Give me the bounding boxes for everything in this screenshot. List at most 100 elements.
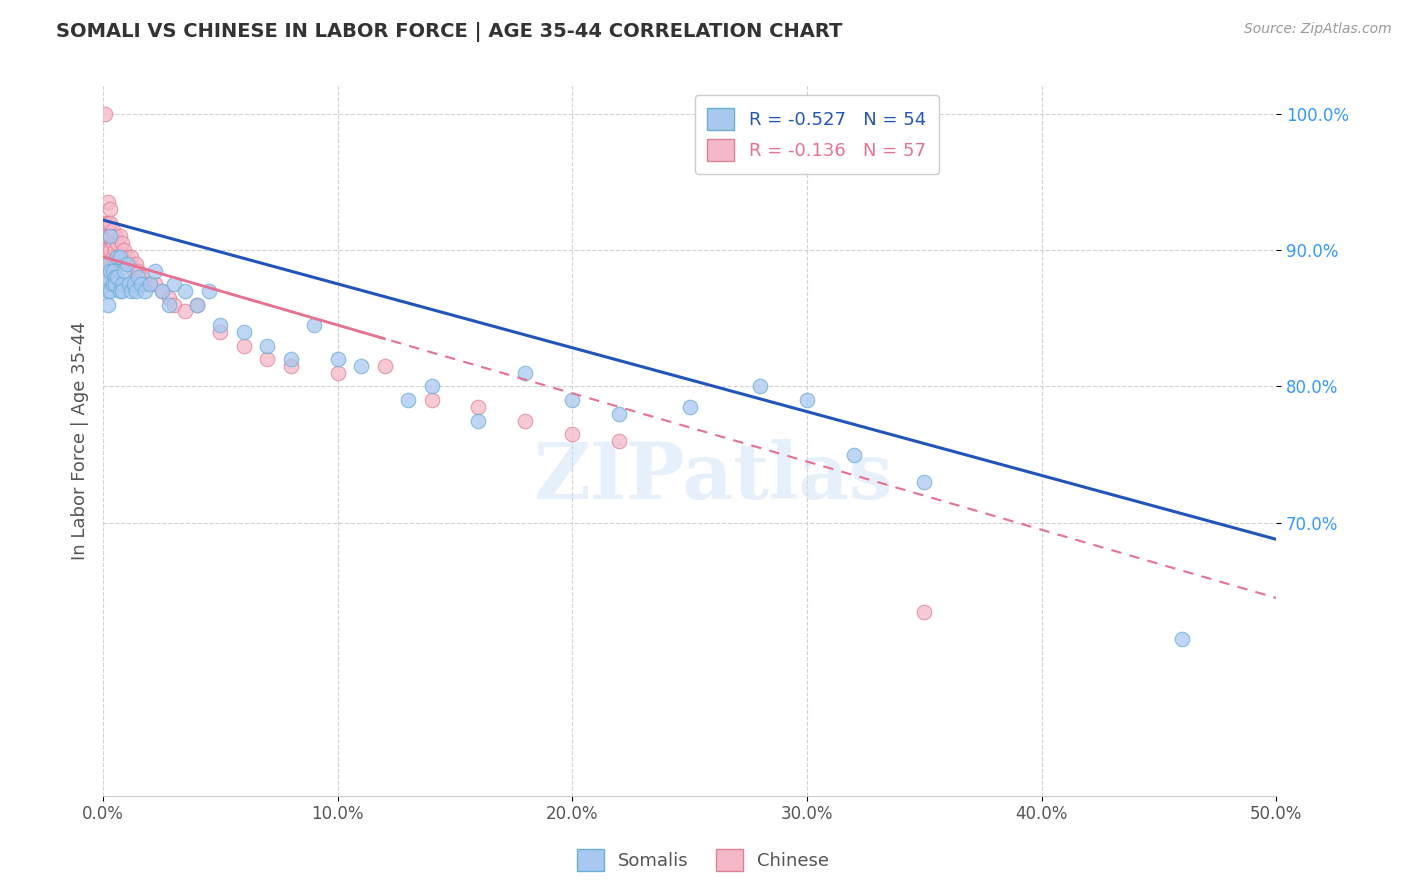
Point [326, 366, 349, 380]
Point [97, 270, 120, 285]
Point [104, 270, 127, 285]
Point [912, 605, 935, 619]
Point [120, 250, 142, 264]
Point [104, 229, 127, 244]
Point [94, 216, 117, 230]
Point [104, 257, 127, 271]
Point [139, 277, 162, 292]
Point [98, 284, 121, 298]
Point [842, 448, 865, 462]
Point [115, 250, 138, 264]
Point [101, 263, 124, 277]
Point [256, 352, 278, 367]
Point [111, 236, 134, 251]
Point [112, 263, 135, 277]
Point [304, 318, 326, 332]
Point [209, 325, 232, 339]
Point [101, 222, 124, 236]
Point [97, 195, 120, 210]
Point [112, 243, 135, 257]
Point [134, 277, 156, 292]
Point [108, 250, 131, 264]
Point [186, 298, 208, 312]
Point [157, 298, 180, 312]
Point [796, 393, 818, 408]
Text: SOMALI VS CHINESE IN LABOR FORCE | AGE 35-44 CORRELATION CHART: SOMALI VS CHINESE IN LABOR FORCE | AGE 3… [56, 22, 842, 42]
Point [104, 243, 127, 257]
Point [129, 277, 152, 292]
Point [326, 352, 349, 367]
Point [232, 338, 254, 352]
Point [108, 284, 131, 298]
Point [98, 243, 121, 257]
Point [280, 352, 302, 367]
Point [97, 257, 120, 271]
Point [98, 216, 121, 230]
Point [561, 427, 583, 442]
Point [678, 400, 700, 414]
Point [280, 359, 302, 373]
Text: ZIPatlas: ZIPatlas [533, 439, 893, 515]
Point [186, 298, 208, 312]
Point [143, 263, 166, 277]
Point [105, 270, 128, 285]
Point [118, 277, 141, 292]
Point [120, 284, 142, 298]
Point [139, 277, 162, 292]
Point [467, 400, 489, 414]
Point [374, 359, 396, 373]
Legend: R = -0.527   N = 54, R = -0.136   N = 57: R = -0.527 N = 54, R = -0.136 N = 57 [695, 95, 939, 174]
Point [127, 263, 149, 277]
Point [94, 229, 117, 244]
Point [105, 236, 128, 251]
Point [105, 250, 128, 264]
Point [111, 277, 134, 292]
Point [150, 284, 173, 298]
Point [94, 270, 117, 285]
Point [209, 318, 232, 332]
Point [912, 475, 935, 489]
Point [157, 291, 180, 305]
Point [111, 250, 134, 264]
Point [108, 250, 131, 264]
Point [97, 229, 120, 244]
Point [98, 229, 121, 244]
Text: Source: ZipAtlas.com: Source: ZipAtlas.com [1244, 22, 1392, 37]
Point [108, 229, 131, 244]
Point [122, 277, 145, 292]
Point [101, 277, 124, 292]
Point [350, 359, 373, 373]
Point [256, 338, 278, 352]
Point [115, 257, 138, 271]
Point [94, 243, 117, 257]
Point [125, 284, 148, 298]
Point [98, 263, 121, 277]
Point [150, 284, 173, 298]
Point [127, 270, 149, 285]
Point [607, 407, 630, 421]
Point [420, 379, 443, 393]
Point [420, 393, 443, 408]
Point [174, 284, 197, 298]
Point [98, 202, 121, 216]
Point [94, 270, 117, 285]
Point [515, 366, 537, 380]
Point [104, 277, 127, 292]
Point [97, 250, 120, 264]
Point [467, 414, 489, 428]
Point [97, 243, 120, 257]
Point [134, 284, 156, 298]
Point [98, 229, 121, 244]
Point [396, 393, 419, 408]
Point [97, 298, 120, 312]
Point [174, 304, 197, 318]
Point [94, 106, 117, 120]
Point [129, 270, 152, 285]
Point [143, 277, 166, 292]
Point [607, 434, 630, 448]
Point [162, 277, 184, 292]
Point [515, 414, 537, 428]
Point [232, 325, 254, 339]
Point [197, 284, 219, 298]
Point [94, 277, 117, 292]
